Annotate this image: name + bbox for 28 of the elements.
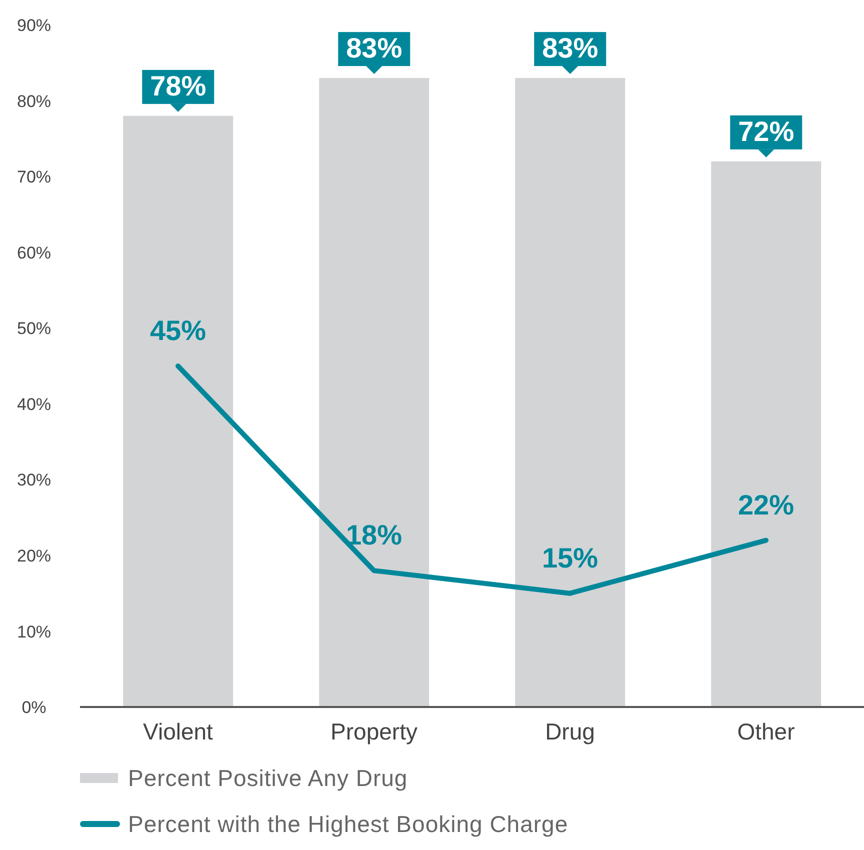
y-tick-label: 60% xyxy=(16,243,52,262)
y-tick-label: 70% xyxy=(16,168,52,187)
bar xyxy=(711,161,822,707)
y-tick-label: 10% xyxy=(16,622,52,642)
data-label: 18% xyxy=(346,520,402,551)
y-tick-label: 80% xyxy=(16,92,52,111)
data-label: 72% xyxy=(738,116,794,147)
data-label: 22% xyxy=(738,489,794,520)
bar xyxy=(515,78,626,707)
y-tick-label: 30% xyxy=(16,470,52,490)
y-tick-label: 50% xyxy=(16,319,52,338)
x-tick-label: Drug xyxy=(545,718,595,744)
data-label: 83% xyxy=(346,32,402,64)
x-tick-label: Violent xyxy=(143,718,214,744)
data-label: 45% xyxy=(150,315,206,346)
data-label: 83% xyxy=(542,32,598,64)
data-label: 15% xyxy=(542,542,598,574)
x-tick-label: Property xyxy=(330,718,418,744)
y-tick-label: 90% xyxy=(16,16,52,36)
data-label: 78% xyxy=(150,70,206,102)
x-tick-label: Other xyxy=(737,718,796,744)
legend-label: Percent Positive Any Drug xyxy=(128,764,408,792)
y-tick-label: 40% xyxy=(16,394,52,414)
y-tick-label: 20% xyxy=(16,546,52,566)
y-tick-label: 0% xyxy=(22,698,46,718)
bar xyxy=(319,78,430,707)
bar xyxy=(123,116,234,707)
legend-label: Percent with the Highest Booking Charge xyxy=(128,810,568,838)
